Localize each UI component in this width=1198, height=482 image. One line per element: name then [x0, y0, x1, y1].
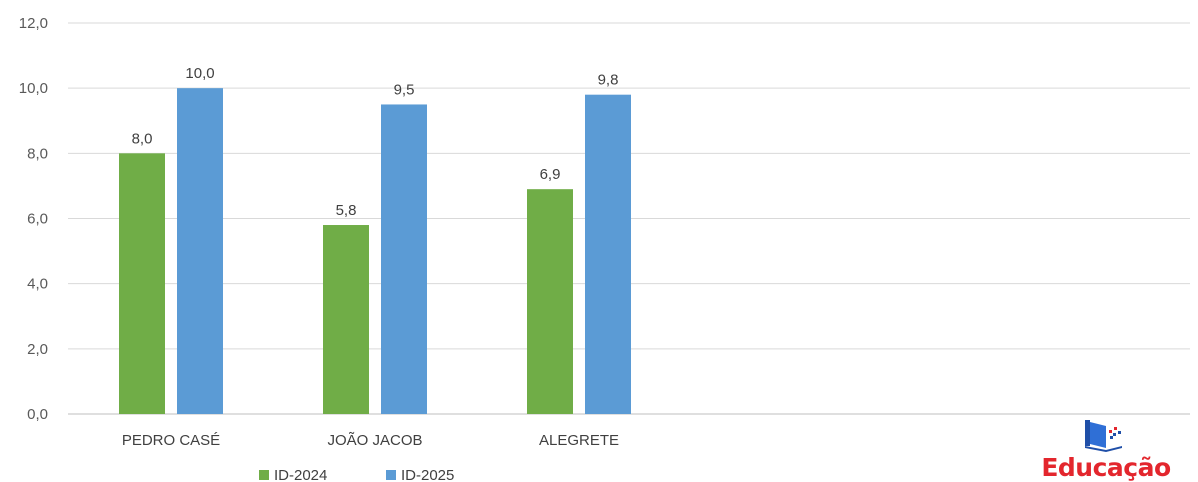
educacao-logo: Educação: [1036, 418, 1176, 480]
legend: ID-2024 ID-2025: [259, 467, 454, 482]
y-tick-label: 8,0: [27, 145, 48, 162]
data-label: 10,0: [185, 65, 214, 82]
bar: [527, 189, 573, 414]
y-tick-label: 0,0: [27, 406, 48, 423]
x-category-label: PEDRO CASÉ: [122, 432, 220, 449]
data-labels: 8,0 10,0 5,8 9,5 6,9 9,8: [132, 65, 619, 219]
logo-text: Educação: [1041, 453, 1171, 482]
bar: [177, 88, 223, 415]
data-label: 8,0: [132, 130, 153, 147]
legend-label: ID-2024: [274, 467, 327, 482]
bars: [119, 88, 631, 415]
legend-swatch: [386, 470, 396, 480]
data-label: 5,8: [336, 202, 357, 219]
y-tick-label: 10,0: [19, 80, 48, 97]
legend-swatch: [259, 470, 269, 480]
bar: [119, 153, 165, 415]
y-axis-ticks: 0,0 2,0 4,0 6,0 8,0 10,0 12,0: [19, 15, 48, 423]
x-category-label: JOÃO JACOB: [327, 432, 422, 449]
bar: [585, 94, 631, 414]
x-axis-categories: PEDRO CASÉ JOÃO JACOB ALEGRETE: [122, 432, 619, 449]
data-label: 9,5: [394, 81, 415, 98]
data-label: 9,8: [598, 72, 619, 89]
x-category-label: ALEGRETE: [539, 432, 619, 449]
legend-label: ID-2025: [401, 467, 454, 482]
data-label: 6,9: [540, 166, 561, 183]
y-tick-label: 6,0: [27, 211, 48, 228]
book-icon: [1085, 420, 1122, 452]
y-tick-label: 4,0: [27, 276, 48, 293]
bar: [381, 104, 427, 414]
y-tick-label: 12,0: [19, 15, 48, 32]
y-tick-label: 2,0: [27, 341, 48, 358]
bar: [323, 225, 369, 414]
